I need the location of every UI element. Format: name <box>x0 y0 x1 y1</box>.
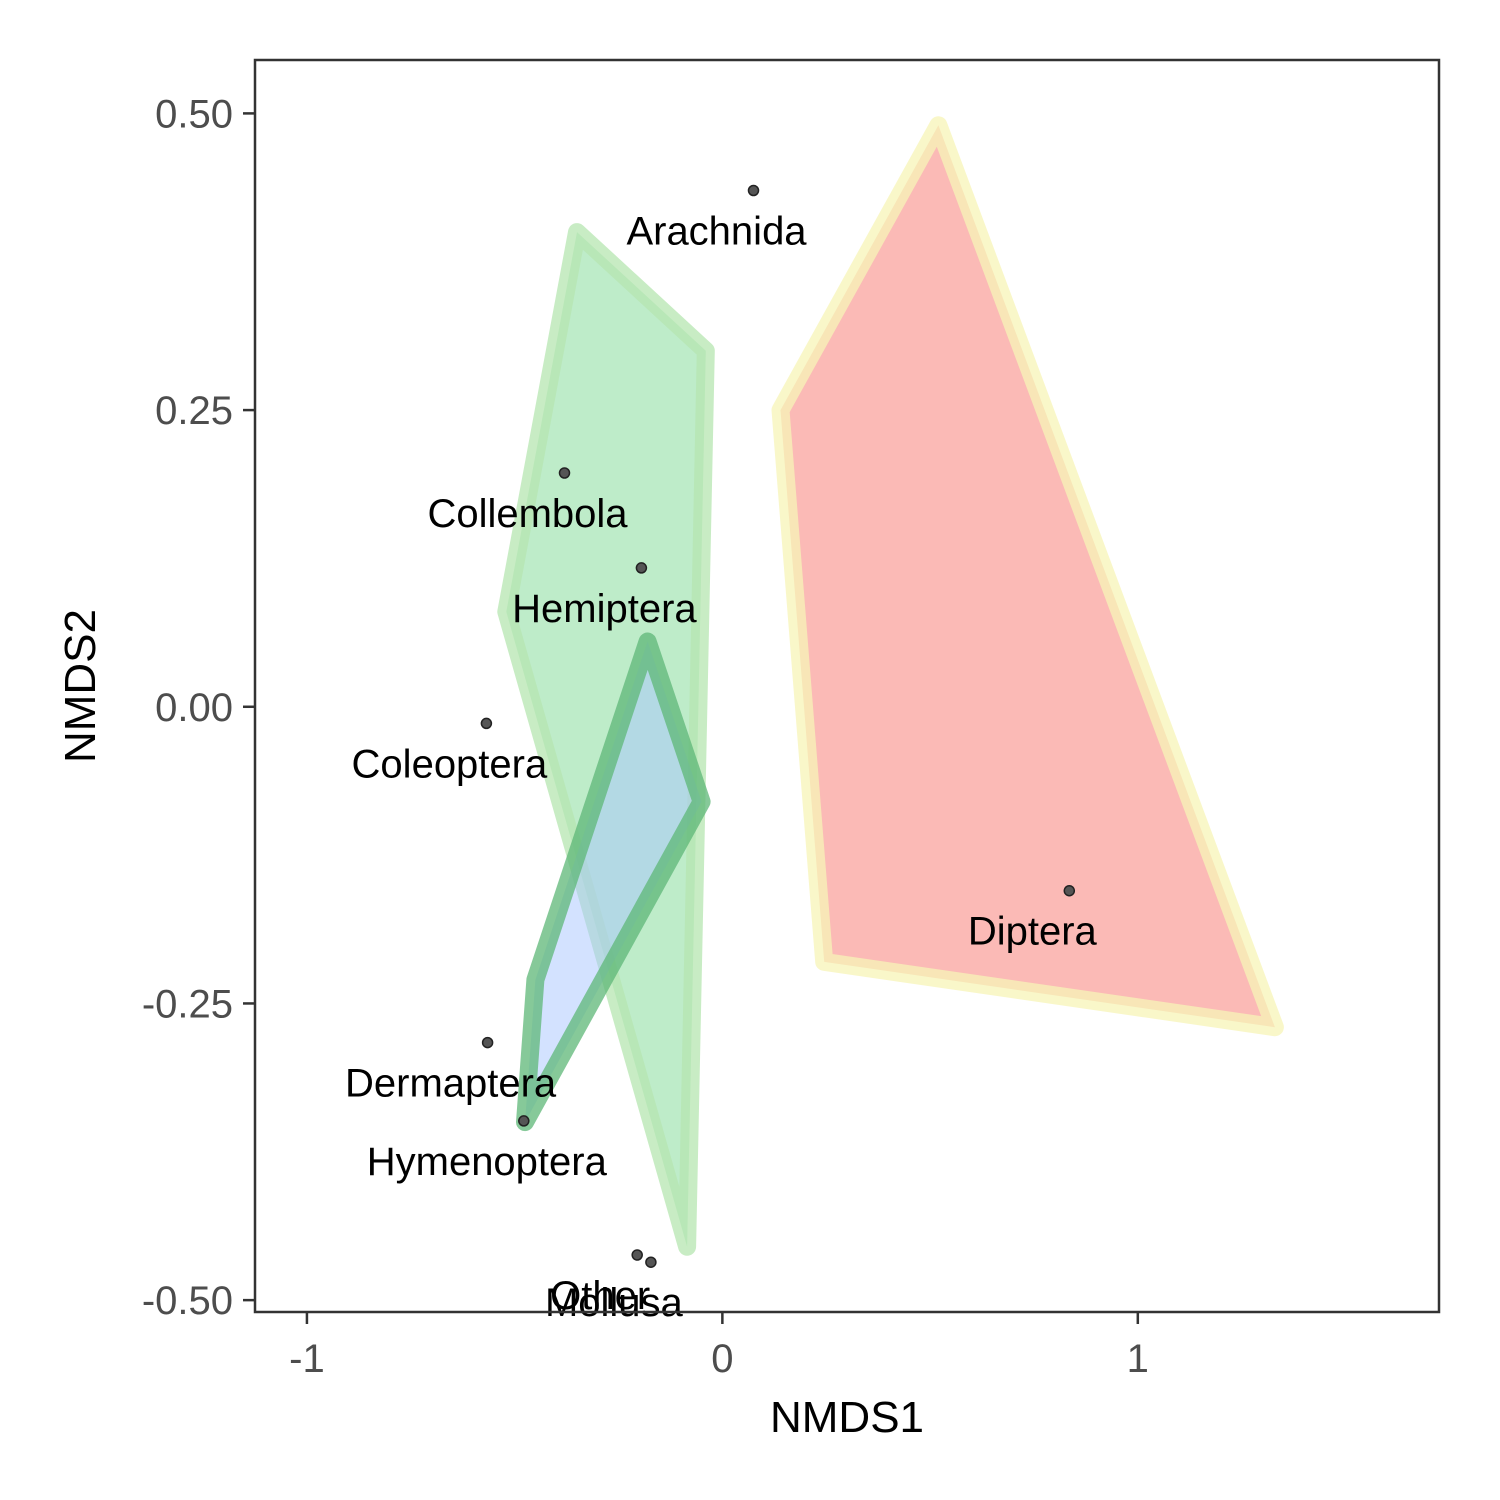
point-label-hemiptera: Hemiptera <box>512 587 697 631</box>
point-label-mollusa: Mollusa <box>545 1281 684 1325</box>
x-tick-label: -1 <box>289 1337 325 1381</box>
point-other <box>631 1249 643 1261</box>
y-axis-title: NMDS2 <box>56 609 105 763</box>
point-label-hymenoptera: Hymenoptera <box>367 1140 608 1184</box>
point-label-coleoptera: Coleoptera <box>352 742 548 786</box>
y-axis: 0.50 0.25 0.00 -0.25 -0.50 <box>142 92 255 1323</box>
point-label-collembola: Collembola <box>427 492 628 536</box>
plot-panel-border <box>253 58 1441 1314</box>
point-mollusa <box>645 1256 657 1268</box>
hulls-layer <box>497 116 1284 1256</box>
point-label-dermaptera: Dermaptera <box>345 1062 557 1106</box>
point-hemiptera <box>635 562 648 574</box>
x-tick-label: 1 <box>1127 1337 1149 1381</box>
y-tick-label: 0.25 <box>155 389 233 433</box>
x-tick-label: 0 <box>711 1337 733 1381</box>
point-collembola <box>558 467 571 479</box>
point-dermaptera <box>481 1036 494 1049</box>
y-tick-label: -0.25 <box>142 982 233 1026</box>
point-arachnida <box>747 184 760 197</box>
y-tick-label: -0.50 <box>142 1279 233 1323</box>
point-labels-layer: Arachnida Collembola Hemiptera Coleoptera Di… <box>345 210 1098 1326</box>
y-tick-label: 0.50 <box>155 92 233 136</box>
y-tick-label: 0.00 <box>155 686 233 730</box>
point-hymenoptera <box>518 1115 530 1127</box>
point-diptera <box>1063 884 1076 897</box>
hull-polygon-2 <box>771 116 1284 1037</box>
points-layer <box>480 184 1076 1268</box>
point-label-diptera: Diptera <box>968 910 1098 954</box>
x-axis-title: NMDS1 <box>770 1393 924 1442</box>
point-coleoptera <box>480 717 493 730</box>
point-label-other: Other <box>550 1274 650 1318</box>
x-axis: -1 0 1 <box>289 1312 1149 1381</box>
point-label-arachnida: Arachnida <box>626 210 807 254</box>
